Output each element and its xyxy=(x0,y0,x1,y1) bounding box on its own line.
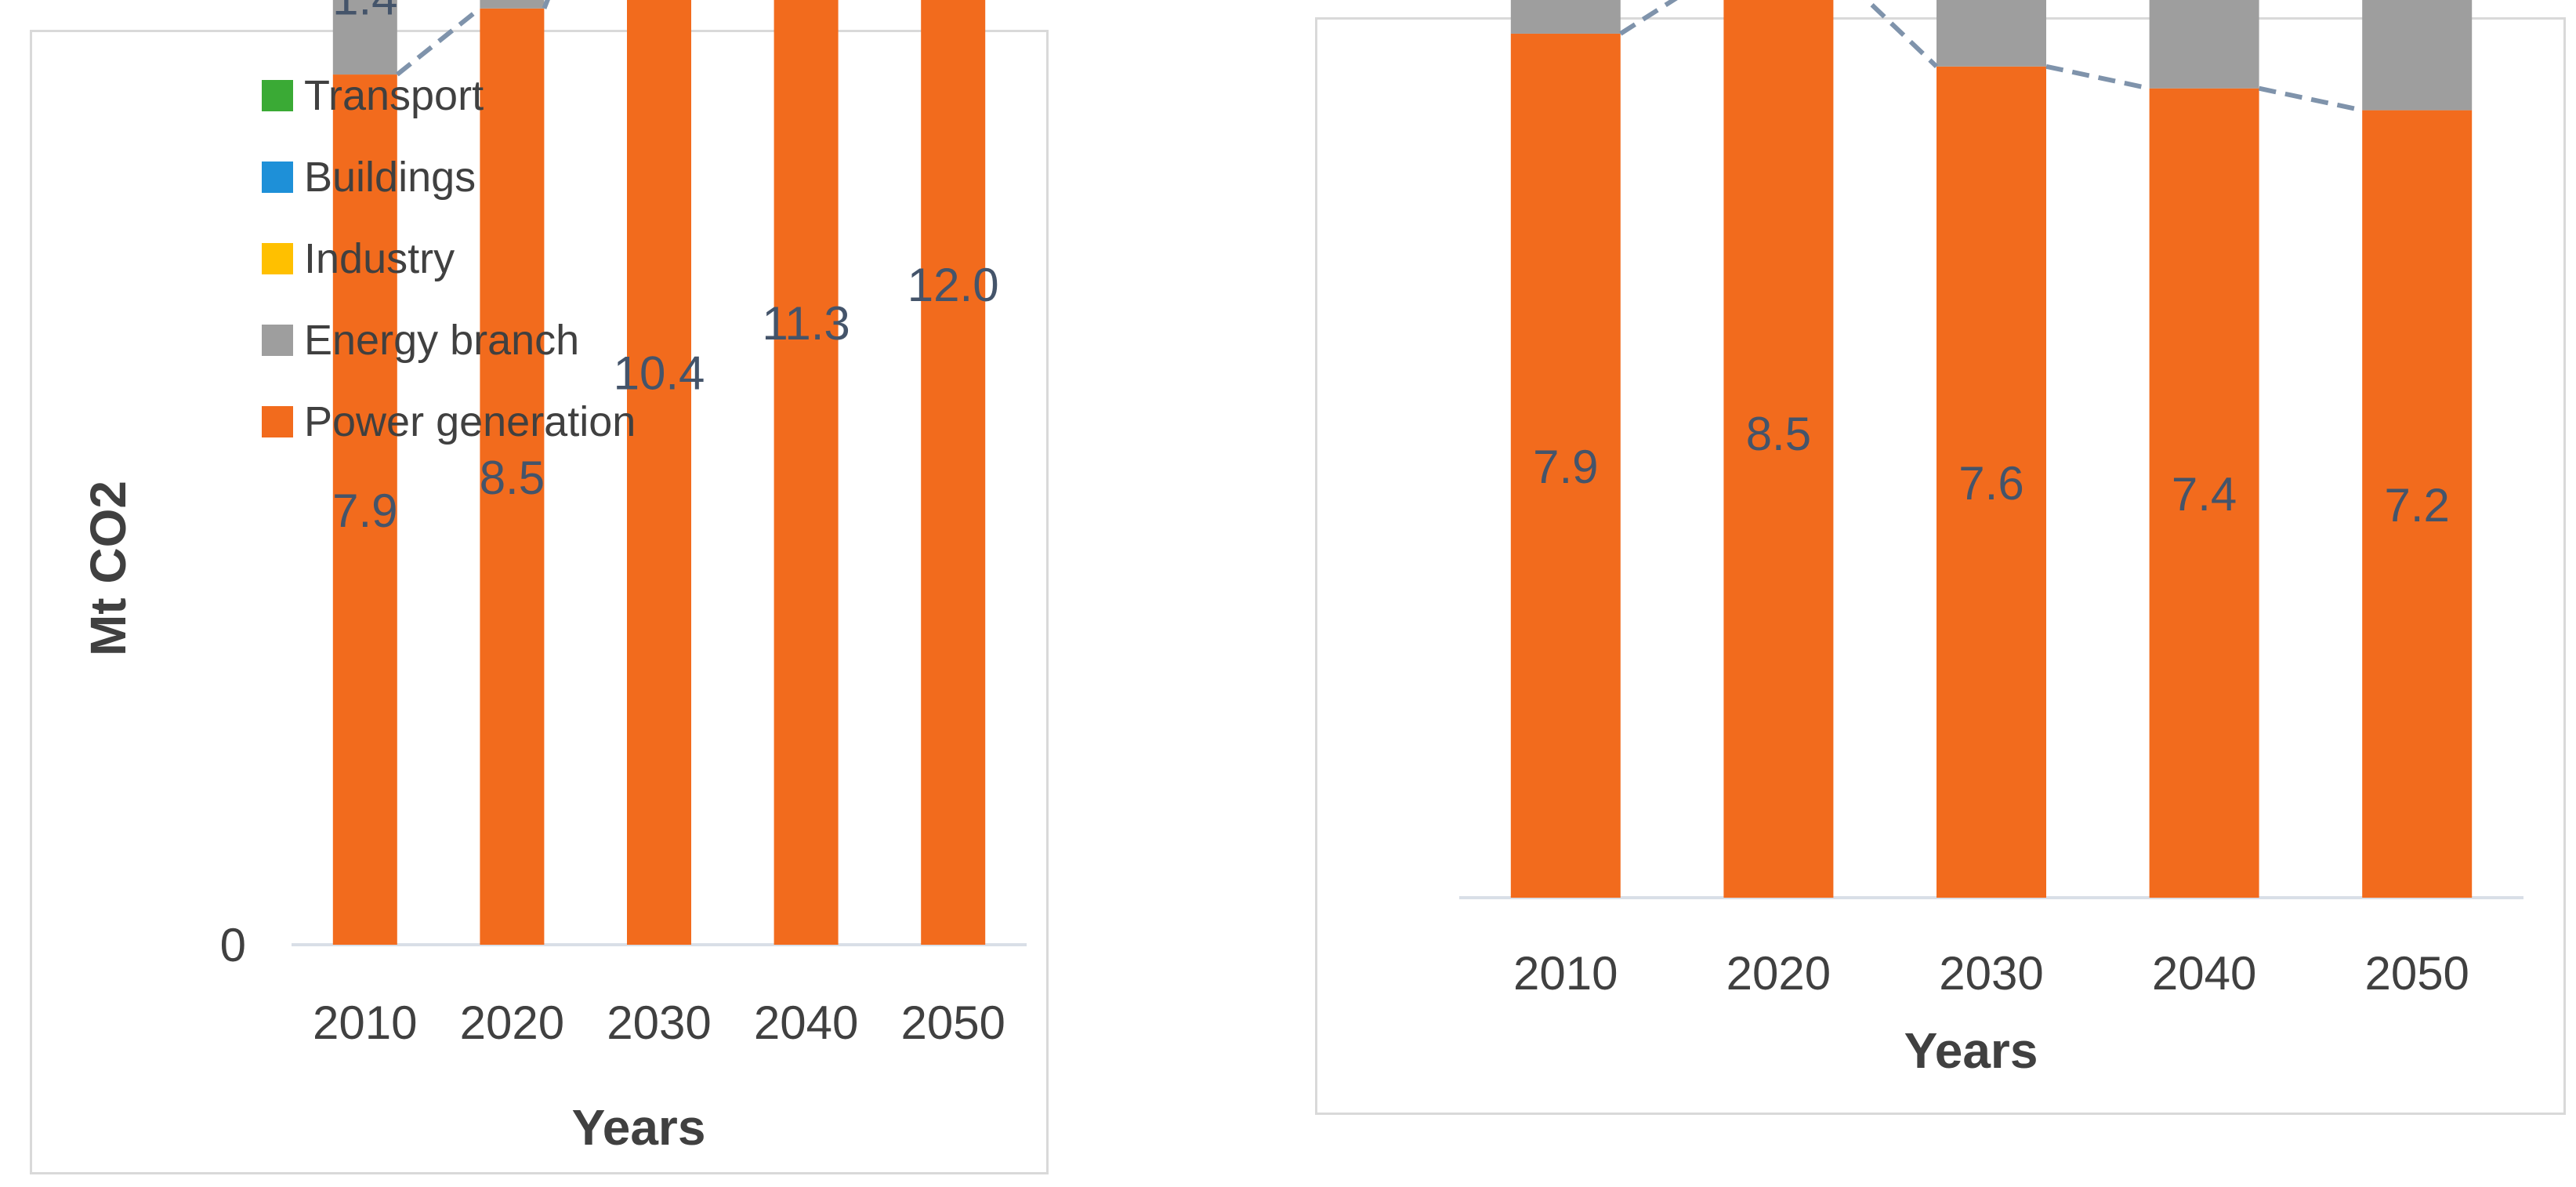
series-line-power-generation xyxy=(2258,85,2363,113)
data-label: 1.4 xyxy=(332,0,397,25)
bar-energy-branch-2010 xyxy=(1510,0,1621,34)
chart-left: 010203040506070201020202030204020507.91.… xyxy=(220,0,1027,1049)
bar-power-generation-2010 xyxy=(1510,33,1621,898)
data-label: 7.2 xyxy=(2384,479,2449,532)
legend-label: Transport xyxy=(304,72,484,119)
data-label: 10.4 xyxy=(614,347,705,399)
data-label: 7.6 xyxy=(1958,457,2023,510)
bar-power-generation-2020 xyxy=(1723,0,1834,898)
x-tick-label: 2030 xyxy=(607,996,711,1049)
x-tick-label: 2010 xyxy=(1513,947,1618,1000)
data-label: 7.9 xyxy=(1533,441,1598,493)
y-axis-title-left: Mt CO2 xyxy=(80,481,136,656)
x-axis-title-right: Years xyxy=(1904,1022,2038,1079)
bar-power-generation-2030 xyxy=(627,0,691,945)
x-tick-label: 2010 xyxy=(313,996,417,1049)
legend-label: Energy branch xyxy=(304,317,579,364)
data-label: 7.4 xyxy=(2172,468,2237,521)
bar-energy-branch-2040 xyxy=(2149,0,2259,89)
legend-label: Buildings xyxy=(304,154,476,201)
bar-energy-branch-2010 xyxy=(332,0,397,75)
bar-power-generation-2050 xyxy=(2362,110,2473,898)
legend-swatch-transport xyxy=(262,80,293,111)
legend-swatch-energy-branch xyxy=(262,325,293,356)
legend-label: Industry xyxy=(304,235,455,282)
x-tick-label: 2050 xyxy=(900,996,1005,1049)
series-line-power-generation xyxy=(542,0,550,9)
bar-power-generation-2010 xyxy=(332,74,397,945)
y-tick-label: 0 xyxy=(220,919,246,971)
data-label: 12.0 xyxy=(908,259,999,311)
bar-energy-branch-2030 xyxy=(1937,0,2046,67)
x-tick-label: 2020 xyxy=(1726,947,1831,1000)
series-line-power-generation xyxy=(1619,0,1678,36)
bar-power-generation-2040 xyxy=(2149,88,2259,898)
data-label: 2.5 xyxy=(2384,0,2449,1)
data-label: 8.5 xyxy=(1746,408,1811,460)
data-label: 8.5 xyxy=(480,452,545,504)
x-tick-label: 2050 xyxy=(2364,947,2469,1000)
legend-swatch-buildings xyxy=(262,162,293,193)
bar-energy-branch-2050 xyxy=(2362,0,2473,111)
series-line-power-generation xyxy=(395,6,482,77)
legend-label: Power generation xyxy=(304,398,636,445)
x-axis-title-left: Years xyxy=(572,1099,706,1156)
bar-power-generation-2030 xyxy=(1937,66,2046,898)
chart-right: 201020202030204020507.91.44.43.16.58.51.… xyxy=(1459,0,2523,1000)
data-label: 7.9 xyxy=(332,485,397,537)
x-tick-label: 2020 xyxy=(460,996,564,1049)
bar-power-generation-2040 xyxy=(774,0,839,946)
x-tick-label: 2040 xyxy=(754,996,858,1049)
series-line-power-generation xyxy=(2045,64,2150,91)
data-label: 11.3 xyxy=(762,297,850,350)
legend-swatch-industry xyxy=(262,243,293,274)
bar-energy-branch-2020 xyxy=(480,0,545,9)
legend-swatch-power-generation xyxy=(262,406,293,437)
bar-power-generation-2050 xyxy=(921,0,986,945)
series-line-power-generation xyxy=(1863,0,1939,68)
x-tick-label: 2030 xyxy=(1939,947,2043,1000)
bar-power-generation-2020 xyxy=(480,8,545,945)
x-tick-label: 2040 xyxy=(2152,947,2256,1000)
